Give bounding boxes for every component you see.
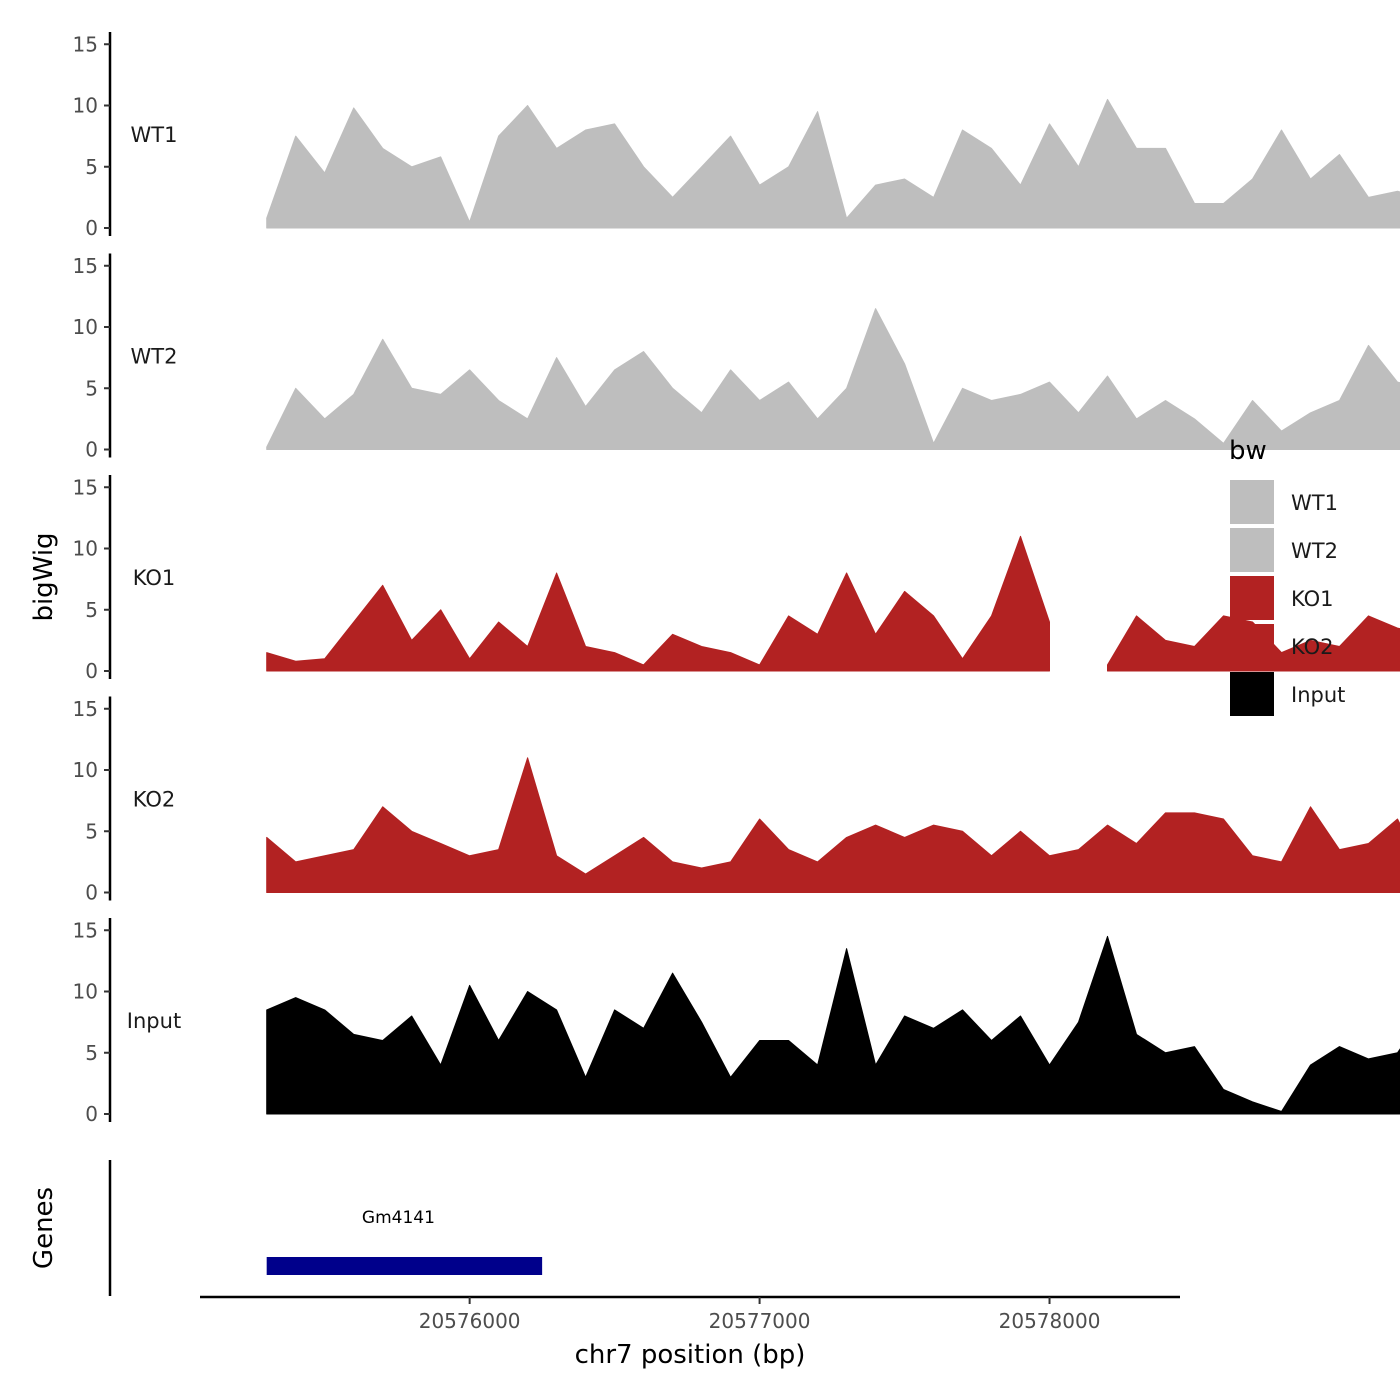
legend-label: Input [1291, 683, 1345, 707]
y-tick-label: 15 [73, 254, 98, 278]
track-input: 0 5 10 15 Input [73, 918, 1400, 1126]
legend-label: WT1 [1291, 491, 1338, 515]
y-tick-label: 10 [73, 315, 98, 339]
legend-title: bw [1229, 436, 1267, 466]
x-tick-label: 20576000 [419, 1309, 521, 1333]
legend: bw WT1 WT2 KO1 KO2 Input [1229, 436, 1345, 716]
y-tick-label: 0 [85, 438, 98, 462]
y-tick-label: 15 [73, 918, 98, 942]
legend-swatch [1230, 528, 1274, 572]
track-label: Input [127, 1009, 181, 1033]
track-label: WT1 [131, 123, 178, 147]
gene-label: Gm4141 [362, 1208, 435, 1228]
area-ko1 [266, 535, 1050, 672]
genes-layer: Gm4141 [108, 1160, 543, 1296]
legend-swatch [1230, 480, 1274, 524]
y-tick-label: 0 [85, 1102, 98, 1126]
legend-swatch [1230, 672, 1274, 716]
y-tick-label: 5 [85, 819, 98, 843]
track-wt1: 0 5 10 15 WT1 [73, 32, 1400, 240]
y-tick-label: 5 [85, 376, 98, 400]
y-tick-label: 0 [85, 881, 98, 905]
track-label: KO1 [133, 566, 176, 590]
y-tick-label: 10 [73, 758, 98, 782]
track-label: KO2 [133, 788, 176, 812]
x-tick-label: 20578000 [999, 1309, 1101, 1333]
x-axis-title: chr7 position (bp) [575, 1340, 806, 1370]
y-tick-label: 15 [73, 697, 98, 721]
legend-swatch [1230, 624, 1274, 668]
gene-bar [266, 1257, 543, 1275]
area-wt1 [266, 98, 1400, 229]
legend-label: KO1 [1291, 587, 1334, 611]
y-tick-label: 5 [85, 155, 98, 179]
y-tick-label: 5 [85, 598, 98, 622]
y-tick-label: 15 [73, 475, 98, 499]
tracks-layer: 0 5 10 15 WT1 0 5 10 15 WT2 0 5 10 15 KO1 0 5 10 15 KO2 0 5 10… [73, 32, 1400, 1126]
y-tick-label: 10 [73, 980, 98, 1004]
track-ko1: 0 5 10 15 KO1 [73, 475, 1400, 683]
y-axis-title: bigWig [29, 532, 59, 621]
y-tick-label: 5 [85, 1041, 98, 1065]
track-ko2: 0 5 10 15 KO2 [73, 696, 1400, 905]
y-tick-label: 10 [73, 537, 98, 561]
x-axis: 20576000 20577000 20578000 [200, 1295, 1180, 1333]
track-label: WT2 [131, 345, 178, 369]
legend-label: WT2 [1291, 539, 1338, 563]
legend-label: KO2 [1291, 635, 1334, 659]
area-wt2 [266, 308, 1400, 450]
area-ko2 [266, 757, 1400, 893]
y-tick-label: 15 [73, 32, 98, 56]
y-tick-label: 0 [85, 216, 98, 240]
x-tick-label: 20577000 [709, 1309, 811, 1333]
genes-axis-title: Genes [29, 1187, 59, 1269]
y-tick-label: 0 [85, 659, 98, 683]
y-tick-label: 10 [73, 94, 98, 118]
legend-swatch [1230, 576, 1274, 620]
area-input [266, 935, 1400, 1115]
track-wt2: 0 5 10 15 WT2 [73, 253, 1400, 462]
